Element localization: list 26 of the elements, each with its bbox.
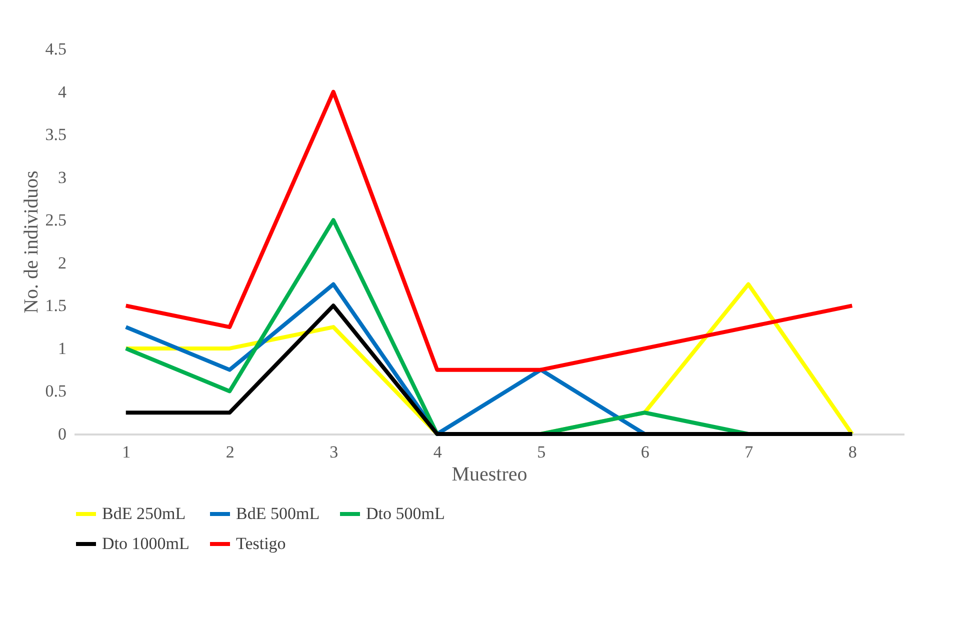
y-tick-label: 2.5 bbox=[45, 210, 66, 230]
y-tick-label: 3.5 bbox=[45, 125, 66, 144]
y-tick-label: 4.5 bbox=[45, 40, 66, 58]
y-tick-label: 3 bbox=[58, 168, 66, 187]
y-tick-label: 0 bbox=[58, 424, 66, 444]
legend-label: BdE 500mL bbox=[236, 504, 320, 523]
line-series bbox=[124, 90, 854, 372]
y-tick-label: 1 bbox=[58, 338, 66, 358]
y-tick-label: 4 bbox=[58, 82, 67, 102]
y-axis-title: No. de individuos bbox=[20, 170, 42, 314]
x-tick-label: 7 bbox=[744, 442, 754, 462]
legend-label: BdE 250mL bbox=[102, 504, 186, 523]
legend-label: Testigo bbox=[236, 534, 286, 553]
x-tick-label: 4 bbox=[433, 442, 442, 462]
x-tick-label: 2 bbox=[226, 442, 234, 462]
x-axis-title: Muestreo bbox=[452, 464, 528, 486]
y-tick-label: 0.5 bbox=[45, 382, 66, 401]
x-tick-label: 5 bbox=[537, 442, 546, 462]
legend-label: Dto 500mL bbox=[366, 504, 445, 523]
y-tick-label: 1.5 bbox=[45, 296, 66, 316]
x-tick-label: 3 bbox=[330, 442, 338, 462]
x-tick-label: 1 bbox=[122, 442, 131, 462]
x-tick-label: 6 bbox=[640, 442, 650, 462]
y-tick-label: 2 bbox=[58, 253, 66, 272]
legend-label: Dto 1000mL bbox=[102, 534, 190, 553]
x-tick-label: 8 bbox=[848, 442, 857, 462]
